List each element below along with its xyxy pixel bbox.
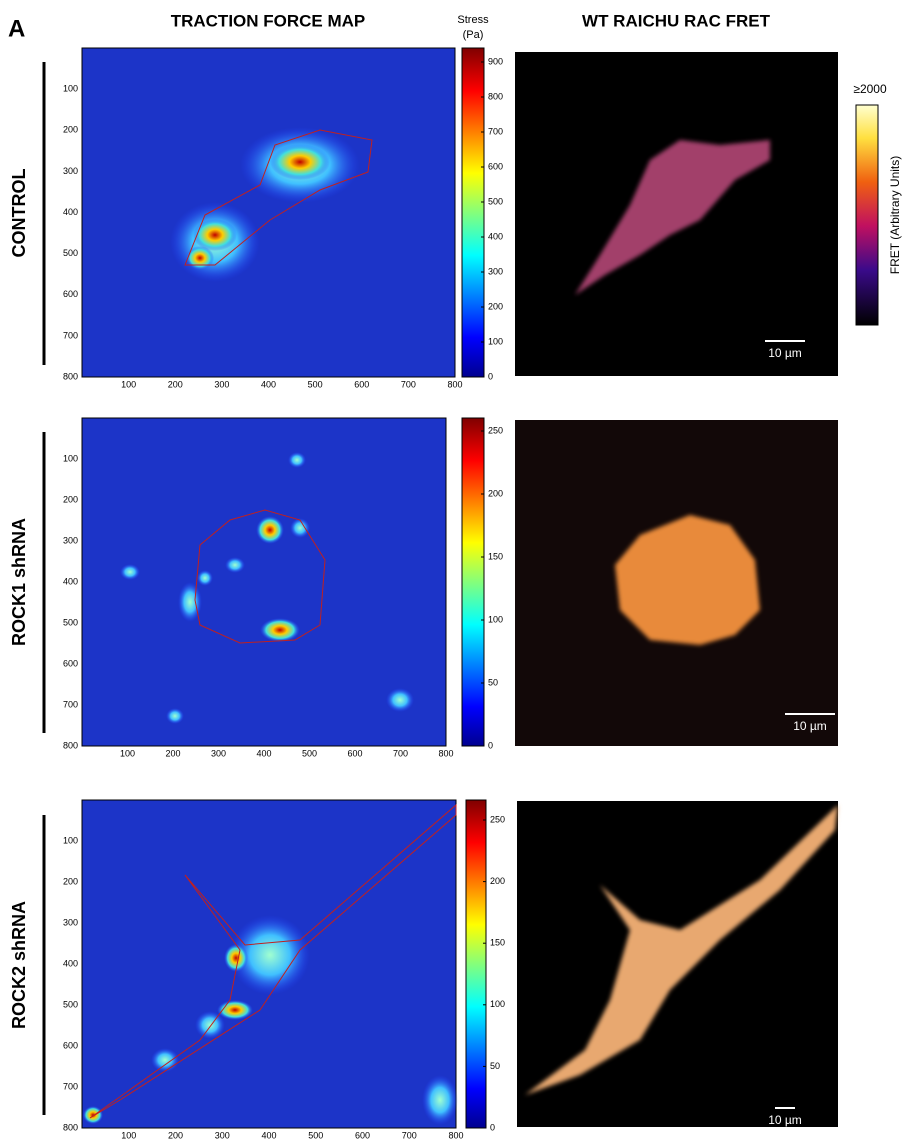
x-tick-label: 300 [214, 379, 229, 389]
colorbar-tick-label: 100 [488, 614, 503, 624]
cell [575, 140, 770, 295]
colorbar [461, 417, 485, 747]
y-tick-label: 300 [63, 917, 78, 927]
y-tick-label: 600 [63, 289, 78, 299]
x-tick-label: 300 [211, 748, 226, 758]
x-tick-label: 200 [168, 1130, 183, 1140]
colorbar-tick-label: 250 [488, 425, 503, 435]
x-tick-label: 600 [347, 748, 362, 758]
x-tick-label: 700 [393, 748, 408, 758]
cell [525, 805, 838, 1095]
colorbar-tick-label: 300 [488, 266, 503, 276]
x-tick-label: 300 [215, 1130, 230, 1140]
stress-label: (Pa) [463, 29, 484, 41]
x-tick-label: 800 [448, 1130, 463, 1140]
y-tick-label: 300 [63, 535, 78, 545]
y-tick-label: 500 [63, 248, 78, 258]
y-tick-label: 500 [63, 617, 78, 627]
x-tick-label: 600 [355, 1130, 370, 1140]
x-tick-label: 100 [121, 1130, 136, 1140]
colorbar-tick-label: 200 [488, 488, 503, 498]
y-tick-label: 400 [63, 207, 78, 217]
heatmap-blobs [83, 803, 458, 1125]
heatmap-blobs [170, 127, 373, 282]
scale-bar-label: 10 µm [793, 719, 827, 733]
stress-label: Stress [457, 14, 489, 26]
x-tick-label: 400 [261, 379, 276, 389]
colorbar-tick-label: 150 [488, 551, 503, 561]
heatmap [81, 47, 456, 378]
x-tick-label: 500 [308, 1130, 323, 1140]
y-tick-label: 800 [63, 740, 78, 750]
scale-bar-label: 10 µm [768, 346, 802, 360]
y-tick-label: 100 [63, 835, 78, 845]
panel-label: A [8, 15, 25, 42]
colorbar-tick-label: 0 [490, 1122, 495, 1132]
colorbar-tick-label: 900 [488, 56, 503, 66]
y-tick-label: 400 [63, 958, 78, 968]
y-tick-label: 200 [63, 494, 78, 504]
colorbar-tick-label: 50 [488, 677, 498, 687]
y-tick-label: 600 [63, 658, 78, 668]
y-tick-label: 800 [63, 371, 78, 381]
colorbar-tick-label: 100 [488, 336, 503, 346]
colorbar-tick-label: 700 [488, 126, 503, 136]
x-tick-label: 800 [438, 748, 453, 758]
x-tick-label: 200 [168, 379, 183, 389]
y-tick-label: 800 [63, 1122, 78, 1132]
colorbar-tick-label: 600 [488, 161, 503, 171]
colorbar-tick-label: 100 [490, 999, 505, 1009]
colorbar-tick-label: 400 [488, 231, 503, 241]
scale-bar-label: 10 µm [768, 1113, 802, 1127]
cell [615, 515, 760, 645]
colorbar-tick-label: 200 [488, 301, 503, 311]
heatmap [81, 417, 447, 747]
y-tick-label: 700 [63, 1081, 78, 1091]
x-tick-label: 200 [165, 748, 180, 758]
y-tick-label: 200 [63, 876, 78, 886]
y-tick-label: 400 [63, 576, 78, 586]
row-label: ROCK2 shRNA [9, 901, 29, 1029]
y-tick-label: 300 [63, 166, 78, 176]
row-label: ROCK1 shRNA [9, 518, 29, 646]
colorbar-tick-label: 500 [488, 196, 503, 206]
y-tick-label: 200 [63, 125, 78, 135]
fret-label: FRET (Arbitrary Units) [888, 156, 902, 274]
colorbar [461, 47, 485, 378]
colorbar-tick-label: 150 [490, 938, 505, 948]
x-tick-label: 600 [354, 379, 369, 389]
colorbar-tick-label: 0 [488, 371, 493, 381]
y-tick-label: 100 [63, 84, 78, 94]
column-title: WT RAICHU RAC FRET [582, 11, 771, 30]
y-tick-label: 500 [63, 999, 78, 1009]
colorbar-tick-label: 250 [490, 814, 505, 824]
column-title: TRACTION FORCE MAP [171, 11, 366, 30]
y-tick-label: 100 [63, 453, 78, 463]
fret-colorbar [855, 104, 879, 326]
fret-max-label: ≥2000 [853, 82, 887, 96]
x-tick-label: 700 [401, 379, 416, 389]
x-tick-label: 700 [402, 1130, 417, 1140]
x-tick-label: 500 [302, 748, 317, 758]
y-tick-label: 700 [63, 330, 78, 340]
colorbar-tick-label: 0 [488, 740, 493, 750]
y-tick-label: 700 [63, 699, 78, 709]
colorbar [465, 799, 487, 1129]
heatmap-blobs [120, 452, 414, 724]
row-label: CONTROL [9, 169, 29, 258]
colorbar-tick-label: 800 [488, 91, 503, 101]
colorbar-tick-label: 50 [490, 1061, 500, 1071]
x-tick-label: 400 [261, 1130, 276, 1140]
colorbar-tick-label: 200 [490, 876, 505, 886]
y-tick-label: 600 [63, 1040, 78, 1050]
x-tick-label: 500 [308, 379, 323, 389]
x-tick-label: 800 [447, 379, 462, 389]
x-tick-label: 100 [120, 748, 135, 758]
x-tick-label: 400 [256, 748, 271, 758]
x-tick-label: 100 [121, 379, 136, 389]
